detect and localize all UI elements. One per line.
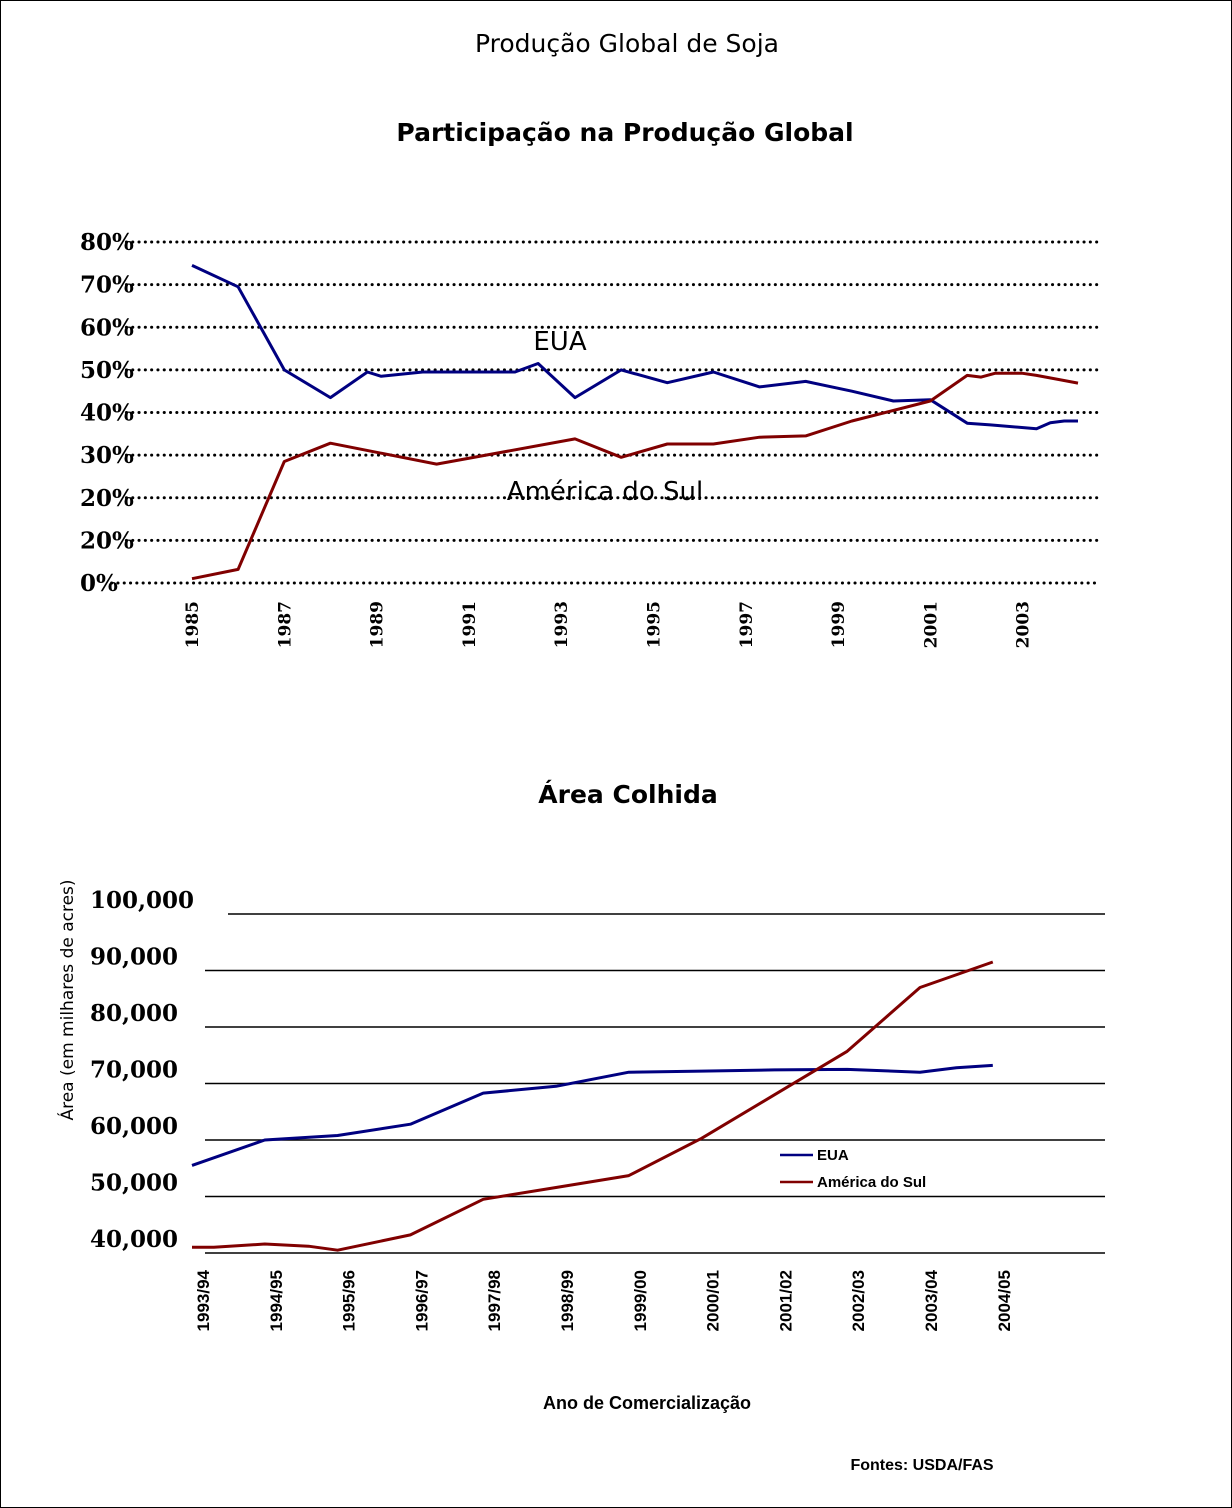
chart1-y-tick-label: 50% — [80, 357, 134, 384]
chart2-x-axis-label: Ano de Comercialização — [543, 1393, 751, 1413]
page-title: Produção Global de Soja — [475, 29, 779, 58]
chart2-x-tick-label: 1998/99 — [558, 1270, 577, 1331]
chart1-y-tick-label: 60% — [80, 314, 134, 341]
chart1-x-ticks: 1985 1987 1989 1991 1993 1995 1997 1999 2001 2003 — [183, 601, 1034, 648]
chart1-annotation-america-do-sul: América do Sul — [507, 477, 703, 507]
chart1-x-tick-label: 1991 — [460, 601, 480, 648]
chart2-y-axis-label: Área (em milhares de acres) — [56, 879, 78, 1120]
chart1-x-tick-label: 2001 — [921, 601, 941, 648]
chart2-series-line-1 — [192, 960, 994, 1252]
chart1-gridlines — [110, 240, 1102, 585]
chart1-x-tick-label: 1985 — [183, 601, 203, 648]
chart2-x-tick-label: 1995/96 — [340, 1270, 359, 1331]
chart2-x-tick-label: 1997/98 — [485, 1270, 504, 1331]
chart1-y-tick-label: 30% — [80, 442, 134, 469]
chart2-x-tick-label: 2004/05 — [995, 1270, 1014, 1331]
chart1-x-tick-label: 1989 — [368, 601, 388, 648]
chart1-y-tick-label: 20% — [80, 485, 134, 512]
chart1-annotation-eua: EUA — [533, 327, 586, 357]
chart2-series-line-0 — [191, 1063, 993, 1167]
chart1-y-tick-label: 80% — [80, 229, 134, 256]
chart2-x-tick-label: 2001/02 — [776, 1270, 795, 1331]
chart2-x-tick-label: 1994/95 — [267, 1270, 286, 1331]
chart2-y-tick-label: 40,000 — [90, 1226, 178, 1253]
chart2-series — [191, 960, 994, 1252]
chart1-x-tick-label: 1987 — [275, 601, 295, 648]
chart2-x-tick-label: 2003/04 — [922, 1269, 941, 1331]
chart2-y-tick-label: 100,000 — [90, 887, 194, 914]
chart2-x-tick-label: 2000/01 — [704, 1270, 723, 1331]
chart2-x-tick-label: 1993/94 — [194, 1269, 213, 1331]
chart1-series — [191, 264, 1079, 581]
chart2-x-ticks: 1993/94 1994/95 1995/96 1996/97 1997/98 1998/… — [194, 1269, 1014, 1331]
chart1-y-tick-label: 0% — [80, 570, 118, 597]
chart1-title: Participação na Produção Global — [396, 118, 853, 147]
chart2-y-tick-label: 80,000 — [90, 1000, 178, 1027]
chart2-title: Área Colhida — [538, 780, 717, 809]
chart1-y-tick-label: 20% — [80, 527, 134, 554]
chart1-y-ticks: 80% 70% 60% 50% 40% 30% 20% 20% 0% — [80, 229, 134, 597]
source-note: Fontes: USDA/FAS — [850, 1457, 993, 1474]
chart2-y-ticks: 100,000 90,000 80,000 70,000 60,000 50,000 40,… — [90, 887, 194, 1253]
chart1-series-line-0 — [191, 264, 1078, 431]
chart2-y-tick-label: 50,000 — [90, 1170, 178, 1197]
chart2-y-tick-label: 70,000 — [90, 1057, 178, 1084]
chart1-x-tick-label: 1995 — [644, 601, 664, 648]
chart2-x-tick-label: 2002/03 — [849, 1270, 868, 1331]
chart1-series-line-1 — [191, 371, 1079, 581]
chart2-y-tick-label: 60,000 — [90, 1113, 178, 1140]
chart1-x-tick-label: 2003 — [1014, 601, 1034, 648]
chart1-y-tick-label: 40% — [80, 400, 134, 427]
chart2-x-tick-label: 1996/97 — [412, 1270, 431, 1331]
chart2-y-tick-label: 90,000 — [90, 944, 178, 971]
chart1-x-tick-label: 1997 — [737, 601, 757, 648]
legend-label-eua: EUA — [817, 1147, 849, 1164]
chart1-x-tick-label: 1999 — [829, 601, 849, 648]
chart2-gridlines — [205, 913, 1105, 1254]
legend-label-america-do-sul: América do Sul — [817, 1174, 926, 1191]
chart2-x-tick-label: 1999/00 — [631, 1270, 650, 1331]
chart1-x-tick-label: 1993 — [552, 601, 572, 648]
chart1-y-tick-label: 70% — [80, 272, 134, 299]
chart2-legend: EUA América do Sul — [780, 1147, 926, 1191]
